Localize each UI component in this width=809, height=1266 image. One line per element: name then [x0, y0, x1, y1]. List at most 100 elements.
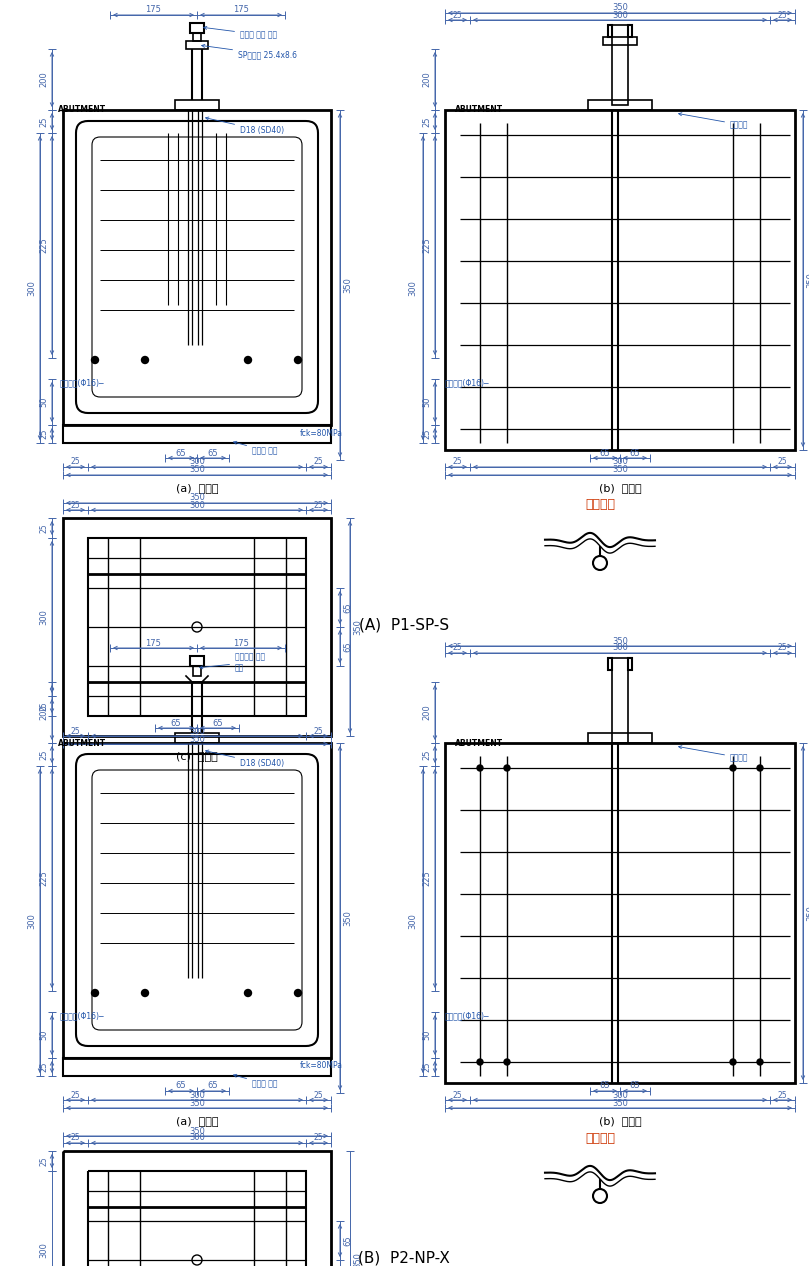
Bar	[608, 25, 612, 37]
Bar	[63, 110, 331, 425]
Text: 25: 25	[40, 1062, 49, 1072]
Circle shape	[730, 1058, 736, 1065]
Text: 25: 25	[777, 1090, 787, 1099]
Text: 65: 65	[208, 1081, 218, 1090]
Text: 50: 50	[40, 1029, 49, 1041]
Bar	[445, 743, 795, 1082]
Text: 175: 175	[233, 638, 249, 647]
Text: 65: 65	[344, 1236, 353, 1246]
Bar	[603, 37, 637, 46]
Text: 인양고리: 인양고리	[679, 113, 748, 129]
Text: 350: 350	[612, 1099, 628, 1108]
Text: (a)  단면도: (a) 단면도	[176, 1117, 218, 1125]
Text: 225: 225	[40, 238, 49, 253]
Text: 200: 200	[40, 705, 49, 720]
Text: 25: 25	[777, 643, 787, 652]
Bar	[88, 1171, 306, 1266]
Text: 350: 350	[344, 277, 353, 292]
Text: 25: 25	[40, 429, 49, 439]
Bar	[63, 425, 331, 443]
Bar	[63, 743, 331, 1058]
Text: fck=80MPa: fck=80MPa	[300, 1061, 343, 1071]
Text: 225: 225	[422, 871, 431, 886]
Text: 350: 350	[354, 1252, 362, 1266]
Text: (c)  평면도: (c) 평면도	[176, 751, 218, 761]
Text: 175: 175	[146, 638, 162, 647]
Text: 65: 65	[629, 448, 640, 457]
Circle shape	[757, 765, 763, 771]
Circle shape	[294, 357, 302, 363]
Text: 25: 25	[453, 10, 462, 19]
Bar	[175, 100, 219, 110]
Text: 65: 65	[344, 641, 353, 652]
Bar	[445, 110, 795, 449]
Text: 구리스 도포: 구리스 도포	[234, 442, 277, 454]
Text: 300: 300	[189, 500, 205, 509]
Text: (A)  P1-SP-S: (A) P1-SP-S	[359, 618, 449, 633]
Bar	[190, 23, 204, 33]
Text: 350: 350	[612, 466, 628, 475]
Text: ABUTMENT: ABUTMENT	[455, 738, 503, 747]
Text: 25: 25	[40, 701, 49, 710]
Text: 25: 25	[777, 10, 787, 19]
Circle shape	[477, 1058, 483, 1065]
Text: 300: 300	[612, 1090, 628, 1099]
Text: 25: 25	[453, 457, 462, 466]
Text: 200: 200	[422, 705, 431, 720]
Text: 65: 65	[171, 719, 181, 728]
Text: 25: 25	[70, 1090, 80, 1099]
Text: 그립보강 강봉
강관: 그립보강 강봉 강관	[200, 652, 265, 672]
Text: 300: 300	[189, 1133, 205, 1142]
Text: D18 (SD40): D18 (SD40)	[205, 749, 284, 768]
Text: 175: 175	[146, 5, 162, 14]
Text: 300: 300	[189, 1090, 205, 1099]
Text: 200: 200	[40, 72, 49, 87]
Text: 300: 300	[28, 280, 36, 296]
Text: 350: 350	[344, 910, 353, 925]
Circle shape	[504, 1058, 510, 1065]
Text: (a)  단면도: (a) 단면도	[176, 484, 218, 492]
Bar	[608, 658, 612, 670]
Bar	[612, 658, 628, 743]
Text: 25: 25	[40, 1156, 49, 1166]
Text: 65: 65	[599, 448, 610, 457]
Text: 인양고리: 인양고리	[585, 1132, 615, 1144]
Text: 25: 25	[70, 500, 80, 509]
Bar	[186, 41, 208, 49]
Text: 65: 65	[208, 448, 218, 457]
Text: 25: 25	[422, 749, 431, 760]
Bar	[612, 25, 628, 105]
Text: 25: 25	[314, 1133, 324, 1142]
Text: 65: 65	[176, 1081, 186, 1090]
Text: 350: 350	[807, 905, 809, 920]
Bar	[63, 518, 331, 736]
Bar	[588, 733, 652, 743]
Circle shape	[477, 765, 483, 771]
Text: 225: 225	[422, 238, 431, 253]
Text: 300: 300	[409, 913, 417, 929]
Text: 25: 25	[40, 116, 49, 127]
Bar	[628, 658, 632, 670]
Text: 350: 350	[189, 1127, 205, 1136]
Text: 50: 50	[422, 1029, 431, 1041]
Bar	[193, 666, 201, 676]
Text: (b)  경면도: (b) 경면도	[599, 1117, 642, 1125]
Circle shape	[757, 1058, 763, 1065]
Text: (B)  P2-NP-X: (B) P2-NP-X	[358, 1251, 450, 1266]
Bar	[628, 25, 632, 37]
Text: 175: 175	[233, 5, 249, 14]
Text: 225: 225	[40, 871, 49, 886]
Text: 350: 350	[612, 637, 628, 646]
Text: (b)  경면도: (b) 경면도	[599, 484, 642, 492]
Text: 25: 25	[314, 727, 324, 736]
Text: 350: 350	[807, 272, 809, 287]
Text: 25: 25	[314, 500, 324, 509]
Text: 65: 65	[176, 448, 186, 457]
Text: 350: 350	[189, 466, 205, 475]
Text: 원형봉강(Φ16)─: 원형봉강(Φ16)─	[445, 1012, 489, 1020]
Text: 300: 300	[40, 1242, 49, 1258]
Text: 300: 300	[612, 10, 628, 19]
Text: fck=80MPa: fck=80MPa	[300, 428, 343, 438]
Circle shape	[244, 357, 252, 363]
Text: 300: 300	[189, 727, 205, 736]
